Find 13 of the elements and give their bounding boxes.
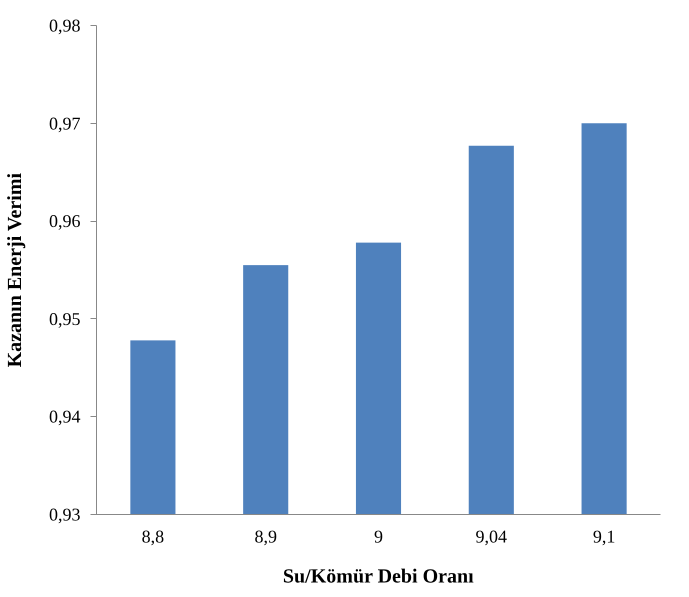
y-tick-label: 0,98 xyxy=(49,16,80,36)
y-axis-title: Kazanın Enerji Verimi xyxy=(4,172,26,368)
y-tick-label: 0,93 xyxy=(49,504,80,524)
x-tick-label: 8,9 xyxy=(254,526,277,546)
x-tick-label: 9 xyxy=(374,526,383,546)
x-tick-label: 8,8 xyxy=(142,526,164,546)
y-tick-label: 0,94 xyxy=(49,406,80,427)
x-axis-title: Su/Kömür Debi Oranı xyxy=(282,566,474,588)
y-tick-label: 0,95 xyxy=(49,308,80,329)
y-tick-label: 0,96 xyxy=(49,211,80,232)
y-tick-label: 0,97 xyxy=(49,113,80,134)
x-tick-label: 9,1 xyxy=(592,526,616,546)
x-tick-label: 9,04 xyxy=(476,526,508,546)
